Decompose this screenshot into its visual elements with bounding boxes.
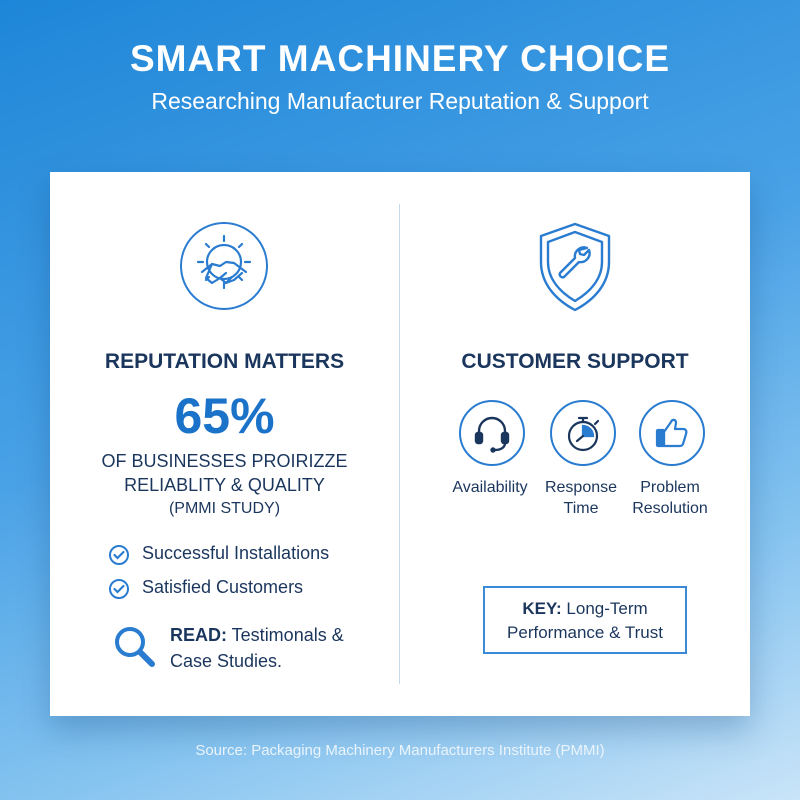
stat-percentage: 65% [174, 388, 275, 444]
reputation-section: REPUTATION MATTERS 65% OF BUSINESSES PRO… [50, 172, 399, 716]
key-callout: KEY: Long-Term Performance & Trust [483, 586, 687, 654]
support-item-label: Availability [452, 479, 528, 496]
read-text: READ: Testimonals & Case Studies. [170, 622, 370, 674]
support-section: CUSTOMER SUPPORT Availability [400, 172, 750, 716]
stat-description-line2: RELIABLITY & QUALITY [124, 475, 325, 495]
key-label: KEY: [522, 599, 562, 618]
column-divider [399, 204, 400, 684]
source-footer: Source: Packaging Machinery Manufacturer… [195, 742, 605, 759]
handshake-gear-icon [180, 222, 268, 310]
thumbs-up-icon [639, 400, 705, 466]
stat-source: (PMMI STUDY) [168, 500, 281, 517]
support-title: CUSTOMER SUPPORT [461, 350, 689, 373]
page-subtitle: Researching Manufacturer Reputation & Su… [151, 88, 649, 114]
check-circle-icon [109, 545, 129, 565]
reputation-title: REPUTATION MATTERS [104, 350, 345, 373]
stopwatch-icon [550, 400, 616, 466]
headset-icon [459, 400, 525, 466]
page-title: SMART MACHINERY CHOICE [129, 38, 671, 79]
support-item-label: Response Time [544, 479, 618, 517]
check-circle-icon [109, 579, 129, 599]
magnifier-icon [115, 627, 155, 667]
checklist-item-label: Satisfied Customers [142, 577, 304, 597]
key-description: Long-Term Performance & Trust [507, 599, 663, 642]
stat-description-line1: OF BUSINESSES PROIRIZZE [101, 451, 348, 471]
checklist-item-label: Successful Installations [142, 543, 330, 563]
info-card: REPUTATION MATTERS 65% OF BUSINESSES PRO… [50, 172, 750, 716]
support-item-label: Problem Resolution [632, 479, 708, 517]
read-description: Testimonals & Case Studies. [170, 625, 344, 671]
read-recommendation: READ: Testimonals & Case Studies. [110, 622, 344, 675]
shield-wrench-icon [539, 222, 611, 312]
read-label: READ: [170, 625, 227, 645]
